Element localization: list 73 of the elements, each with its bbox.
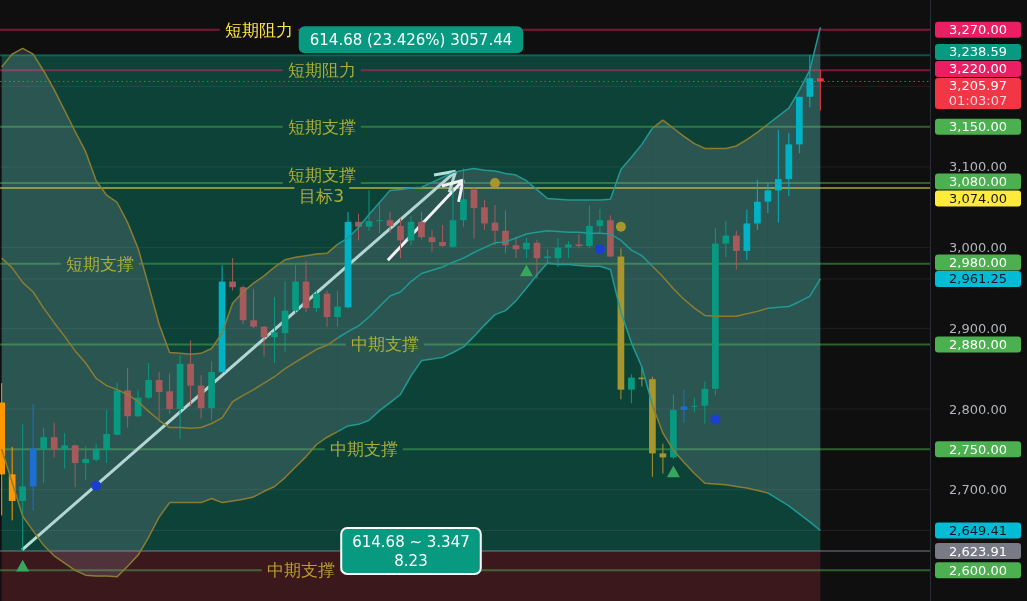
candlestick (418, 211, 425, 241)
annotation: 短期阻力 (287, 60, 356, 81)
candlestick (575, 233, 583, 249)
candlestick (733, 230, 740, 270)
annotation: 目标3 (299, 186, 345, 207)
annotation: 中期支撑 (350, 334, 419, 355)
annotation: 614.68 (23.426%) 3057.44 (309, 30, 513, 49)
point (519, 264, 533, 277)
candlestick (187, 339, 194, 408)
annotation: 短期支撑 (287, 116, 356, 137)
annotation: 中期支撑 (266, 560, 335, 581)
y-tick-label: 2,649.41 (949, 522, 1007, 538)
ref-line-label: 2,750.00 (949, 441, 1007, 457)
candlestick (460, 168, 467, 228)
candlestick (365, 189, 373, 232)
y-tick-label: 2,900.00 (949, 320, 1007, 336)
point (666, 465, 680, 478)
ref-line-label: 3,150.00 (949, 119, 1007, 135)
candlestick (386, 211, 394, 234)
annotation: 短期支撑 (287, 165, 356, 186)
ref-line-label: 2,980.00 (949, 254, 1007, 270)
candlestick (50, 422, 58, 458)
candlestick (628, 373, 635, 404)
candlestick (774, 129, 782, 224)
candlestick (145, 362, 152, 400)
point (710, 414, 721, 425)
y-tick-label: 3,000.00 (949, 240, 1007, 256)
point (91, 480, 102, 491)
point (594, 244, 605, 255)
candlestick (439, 224, 446, 248)
annotation: 短期支撑 (65, 253, 134, 274)
y-tick-label: 2,800.00 (949, 401, 1007, 417)
ref-line-label: 2,600.00 (949, 562, 1007, 578)
candlestick (82, 445, 89, 481)
y-tick-label: 2,700.00 (949, 482, 1007, 498)
ref-line-label: 3,238.59 (949, 44, 1007, 60)
candlestick (250, 288, 257, 329)
candlestick (271, 296, 278, 364)
candlestick (596, 208, 604, 235)
candlestick (334, 289, 341, 328)
point (16, 559, 30, 572)
candlestick (397, 218, 404, 259)
annotation: 中期支撑 (329, 439, 398, 460)
ref-line-label: 3,080.00 (949, 173, 1007, 189)
ref-line-label: 3,205.97 (949, 78, 1007, 94)
point (615, 221, 626, 232)
point (489, 178, 500, 189)
ref-line-label: 2,880.00 (949, 336, 1007, 352)
ref-line-label: 3,220.00 (949, 61, 1007, 77)
candlestick (764, 182, 772, 214)
text: 01:03:07 (948, 93, 1008, 109)
candlestick (481, 199, 488, 231)
candlestick (19, 423, 27, 552)
y-tick-label: 3,100.00 (949, 159, 1007, 175)
candlestick (313, 290, 320, 313)
ref-line-label: 2,623.91 (949, 543, 1007, 559)
candlestick (428, 229, 436, 253)
y-tick-label: 2,961.25 (949, 271, 1007, 287)
candlestick (71, 444, 79, 488)
annotation: 614.68 ~ 3.347 8.23 (352, 532, 470, 570)
candlestick (61, 432, 69, 470)
candlestick (806, 54, 814, 108)
candlestick (753, 179, 761, 231)
annotation: 短期阻力 (224, 19, 293, 40)
candlestick (40, 427, 48, 484)
candlestick (166, 373, 173, 415)
ref-line-label: 3,270.00 (949, 22, 1007, 38)
candlestick (103, 409, 110, 464)
candlestick (523, 237, 530, 259)
candlestick (229, 257, 236, 291)
ref-line-label: 3,074.00 (949, 190, 1007, 206)
candlestick (586, 205, 593, 249)
candlestick (376, 203, 383, 234)
